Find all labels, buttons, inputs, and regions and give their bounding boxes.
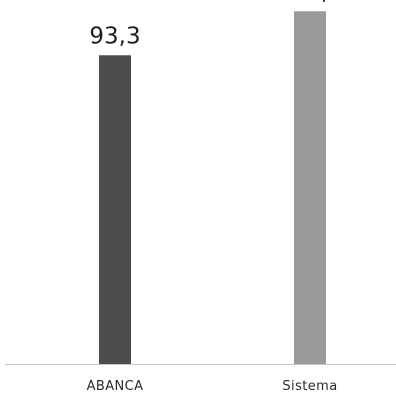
bars-group	[99, 11, 326, 365]
category-labels-group: ABANCA Sistema	[87, 379, 338, 394]
category-label-abanca: ABANCA	[87, 379, 144, 394]
value-label-abanca: 93,3	[89, 23, 140, 49]
value-label-sistema: 106,6	[277, 0, 343, 5]
bar-sistema	[294, 11, 326, 364]
category-label-sistema: Sistema	[282, 379, 337, 394]
bar-abanca	[99, 55, 131, 365]
value-labels-group: 93,3 106,6	[89, 0, 343, 49]
